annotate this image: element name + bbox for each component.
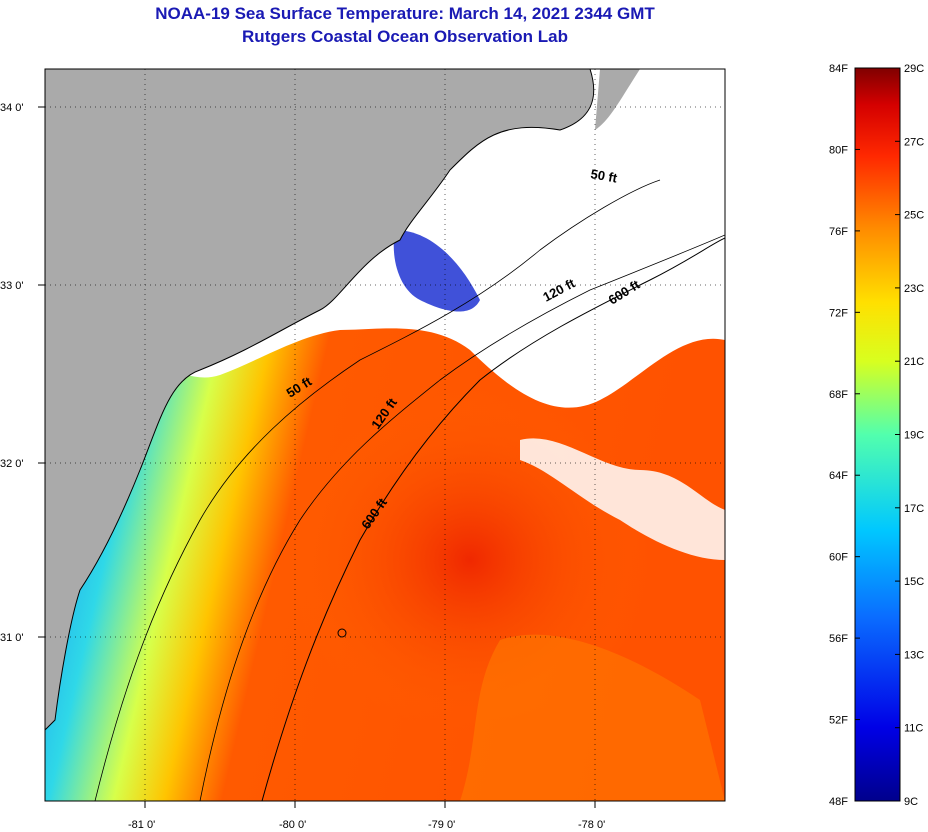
- lat-label-33: 33 0': [0, 280, 24, 292]
- map-frame: [44, 68, 726, 802]
- colorbar-celsius-label: 17C: [904, 503, 924, 515]
- colorbar-celsius-label: 15C: [904, 576, 924, 588]
- station-marker: [337, 628, 347, 638]
- lat-label-31: 31 0': [0, 632, 24, 644]
- map-subtitle: Rutgers Coastal Ocean Observation Lab: [242, 27, 568, 46]
- lon-label-80: -80 0': [279, 819, 306, 831]
- colorbar-fahrenheit-label: 68F: [829, 389, 848, 401]
- colorbar-celsius-label: 23C: [904, 283, 924, 295]
- colorbar-celsius-label: 27C: [904, 136, 924, 148]
- lat-label-34: 34 0': [0, 102, 24, 114]
- colorbar-celsius-label: 29C: [904, 63, 924, 75]
- colorbar-fahrenheit-label: 52F: [829, 715, 848, 727]
- lon-label-78: -78 0': [578, 819, 605, 831]
- colorbar-fahrenheit-label: 56F: [829, 633, 848, 645]
- colorbar-celsius-label: 9C: [904, 796, 918, 808]
- colorbar-celsius-label: 25C: [904, 210, 924, 222]
- lon-label-81: -81 0': [128, 819, 155, 831]
- lat-label-32: 32 0': [0, 458, 24, 470]
- map-title: NOAA-19 Sea Surface Temperature: March 1…: [155, 4, 655, 23]
- warm-eddy: [460, 634, 725, 801]
- contour-label-50ft-north: 50 ft: [589, 166, 619, 186]
- axis-ticks: [38, 106, 596, 808]
- coastline: [45, 69, 595, 731]
- colorbar-labels: 84F 80F 76F 72F 68F 64F 60F 56F 52F 48F 29C 27C 25C 2…: [829, 63, 924, 808]
- colorbar-fahrenheit-label: 80F: [829, 144, 848, 156]
- colorbar: [854, 67, 901, 802]
- contour-50ft: [94, 179, 661, 801]
- colorbar-fahrenheit-label: 84F: [829, 63, 848, 75]
- colorbar-celsius-label: 19C: [904, 430, 924, 442]
- colorbar-fahrenheit-label: 64F: [829, 470, 848, 482]
- cloud-patch: [520, 438, 725, 560]
- land-mass: [45, 69, 594, 730]
- colorbar-fahrenheit-label: 72F: [829, 307, 848, 319]
- colorbar-celsius-label: 13C: [904, 649, 924, 661]
- colorbar-fahrenheit-label: 76F: [829, 226, 848, 238]
- colorbar-fahrenheit-label: 60F: [829, 552, 848, 564]
- colorbar-celsius-label: 21C: [904, 356, 924, 368]
- colorbar-ticks: [855, 67, 900, 802]
- contour-600ft: [261, 237, 725, 801]
- colorbar-fahrenheit-label: 48F: [829, 796, 848, 808]
- cold-patch: [393, 230, 480, 312]
- land-cape: [595, 69, 640, 130]
- colorbar-celsius-label: 11C: [904, 723, 923, 735]
- contour-120ft: [199, 234, 725, 801]
- map-area: [45, 69, 725, 801]
- grid-lines: [45, 69, 725, 801]
- lon-label-79: -79 0': [428, 819, 455, 831]
